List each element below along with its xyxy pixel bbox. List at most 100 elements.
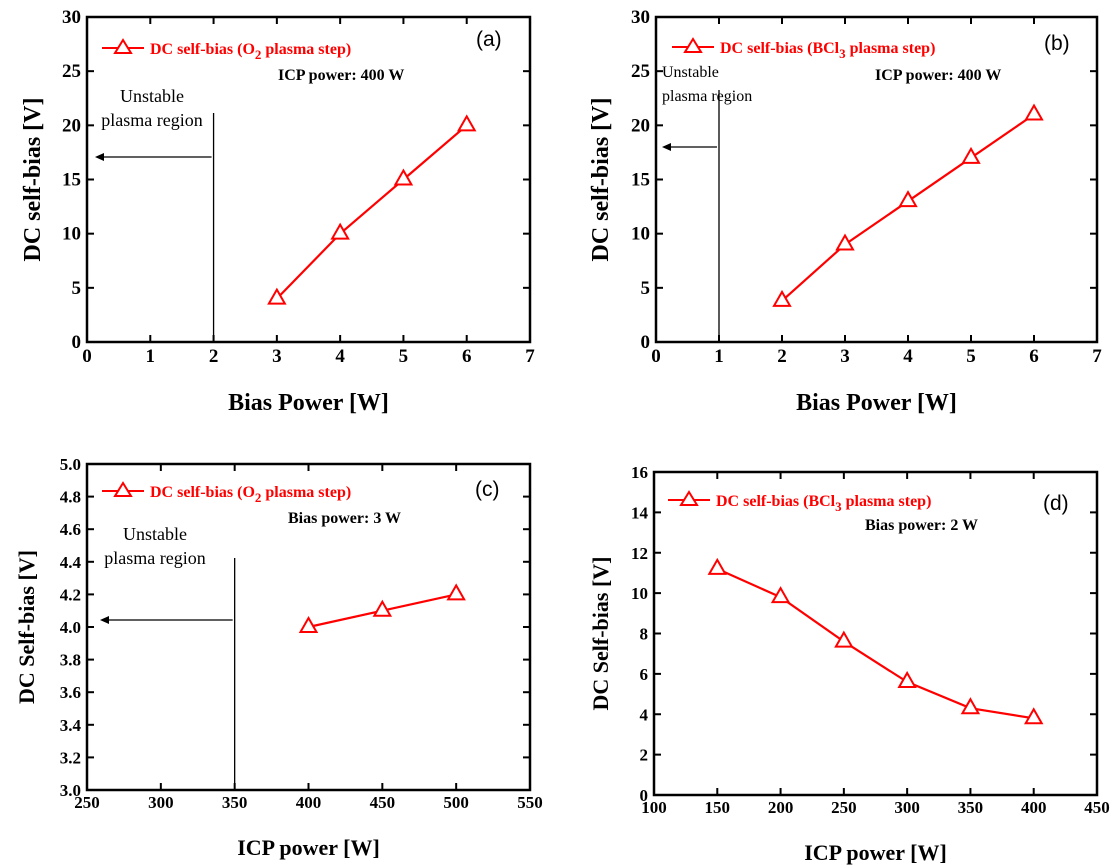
y-tick-label: 14	[631, 503, 649, 522]
y-tick-label: 0	[640, 786, 649, 805]
unstable-label-line1: Unstable	[120, 86, 184, 106]
x-axis-label: ICP power [W]	[804, 840, 947, 865]
y-tick-label: 10	[631, 584, 648, 603]
unstable-label-line1: Unstable	[123, 524, 187, 544]
x-tick-label: 0	[651, 346, 661, 367]
data-point	[770, 586, 791, 604]
y-tick-label: 12	[631, 544, 648, 563]
x-tick-label: 1	[146, 346, 156, 367]
legend-triangle-marker-icon	[113, 481, 133, 497]
x-axis-label: Bias Power [W]	[228, 390, 389, 416]
legend-entry: DC self-bias (BCl3 plasma step)	[720, 40, 935, 61]
x-tick-label: 100	[641, 798, 667, 817]
y-axis-label: DC self-bias [V]	[588, 98, 614, 262]
data-point	[897, 670, 917, 688]
data-point	[961, 146, 981, 164]
y-axis-label: DC Self-bias [V]	[14, 550, 39, 704]
data-point	[1023, 707, 1044, 725]
x-tick-label: 150	[705, 798, 731, 817]
x-tick-label: 400	[1021, 798, 1047, 817]
panel-label: (a)	[476, 28, 502, 51]
data-point	[393, 168, 414, 186]
chart-panel-b: 0 1 2 3 4 5 6 7 0 5 10 15 20 25 30 Bias Power [W] DC sel…	[588, 7, 1102, 416]
series-line	[276, 124, 468, 300]
chart-panel-c: 250 300 350 400 450 500 550 3.0 3.2 3.4 3.6 3.8 4.0 4…	[14, 455, 543, 860]
y-tick-label: 15	[631, 170, 650, 191]
data-point	[835, 233, 855, 251]
data-point	[267, 287, 287, 305]
x-tick-label: 4	[335, 346, 345, 367]
condition-label: ICP power: 400 W	[278, 67, 404, 84]
series-line	[716, 567, 1034, 720]
x-tick-label: 250	[831, 798, 857, 817]
x-tick-label: 550	[517, 793, 543, 812]
data-point	[898, 190, 918, 208]
x-tick-label: 450	[1084, 798, 1110, 817]
x-tick-label: 0	[82, 346, 92, 367]
data-point	[456, 114, 477, 132]
condition-label: ICP power: 400 W	[875, 67, 1001, 84]
y-tick-label: 5	[72, 278, 82, 299]
data-point	[707, 557, 728, 575]
x-tick-label: 5	[966, 346, 976, 367]
x-tick-label: 200	[768, 798, 794, 817]
data-point	[446, 583, 466, 601]
x-tick-label: 4	[903, 346, 913, 367]
condition-label: Bias power: 2 W	[865, 517, 978, 534]
y-tick-label: 4.4	[60, 553, 82, 572]
series-line	[781, 113, 1035, 302]
y-tick-label: 3.8	[60, 651, 81, 670]
y-tick-label: 3.2	[60, 748, 81, 767]
x-tick-label: 3	[840, 346, 850, 367]
x-tick-label: 350	[958, 798, 984, 817]
plot-frame	[654, 15, 1099, 344]
y-tick-label: 25	[631, 61, 650, 82]
y-tick-label: 4.2	[60, 585, 81, 604]
x-tick-label: 6	[1029, 346, 1039, 367]
legend-entry: DC self-bias (BCl3 plasma step)	[716, 493, 931, 514]
x-tick-label: 3	[272, 346, 282, 367]
y-tick-label: 20	[62, 115, 81, 136]
y-tick-label: 4.6	[60, 520, 81, 539]
legend-entry: DC self-bias (O2 plasma step)	[150, 484, 351, 505]
y-tick-label: 3.6	[60, 683, 81, 702]
chart-panel-a: 0 1 2 3 4 5 6 7 0 5 10 15 20 25 30 Bias Power [W] DC sel…	[20, 7, 535, 416]
unstable-label-line2: plasma region	[104, 548, 205, 568]
y-axis-label: DC self-bias [V]	[20, 98, 46, 262]
data-point	[834, 630, 854, 648]
x-tick-label: 2	[777, 346, 787, 367]
y-tick-label: 25	[62, 61, 81, 82]
x-axis-label: ICP power [W]	[237, 835, 380, 860]
data-point	[330, 222, 350, 240]
x-tick-label: 350	[222, 793, 248, 812]
legend-triangle-marker-icon	[679, 490, 699, 506]
arrow-head-icon	[100, 616, 109, 624]
legend-triangle-marker-icon	[113, 38, 133, 54]
data-point	[298, 615, 319, 633]
x-axis-label: Bias Power [W]	[796, 390, 957, 416]
x-tick-label: 6	[462, 346, 472, 367]
x-tick-label: 7	[525, 346, 535, 367]
y-tick-label: 20	[631, 115, 650, 136]
x-tick-label: 400	[296, 793, 322, 812]
x-tick-label: 300	[148, 793, 174, 812]
y-tick-label: 3.4	[60, 716, 82, 735]
y-tick-label: 4.0	[60, 618, 81, 637]
x-tick-label: 500	[443, 793, 469, 812]
y-tick-label: 0	[641, 332, 651, 353]
panel-label: (c)	[475, 478, 500, 501]
y-tick-label: 10	[631, 224, 650, 245]
x-tick-label: 7	[1092, 346, 1102, 367]
y-tick-label: 8	[640, 625, 649, 644]
x-tick-label: 1	[714, 346, 724, 367]
arrow-head-icon	[662, 143, 671, 151]
data-point	[1024, 103, 1044, 121]
y-tick-label: 4.8	[60, 488, 81, 507]
y-tick-label: 0	[72, 332, 82, 353]
panel-label: (b)	[1044, 32, 1070, 55]
data-point	[772, 289, 792, 307]
y-tick-label: 5	[641, 278, 651, 299]
y-tick-label: 16	[631, 463, 648, 482]
y-tick-label: 30	[631, 7, 650, 28]
